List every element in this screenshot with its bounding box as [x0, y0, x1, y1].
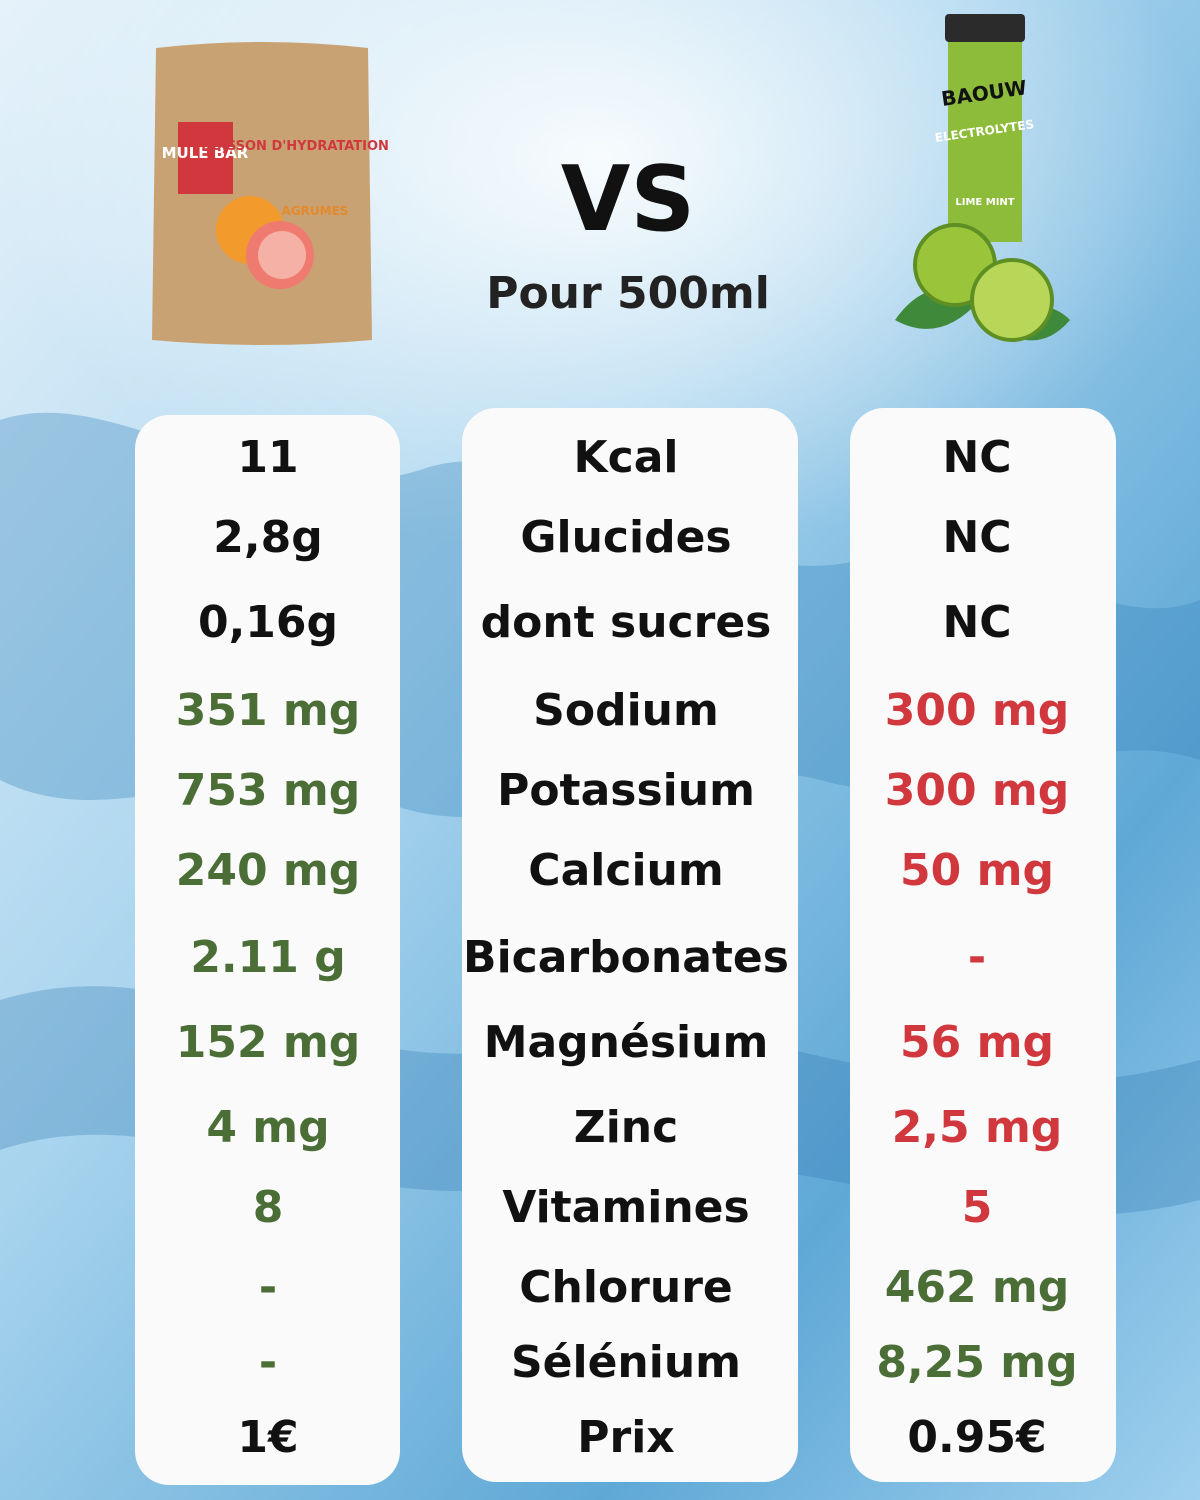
left-value: 152 mg: [176, 1017, 361, 1068]
left-value: -: [259, 1262, 277, 1313]
left-value: 11: [237, 432, 298, 483]
right-value: 56 mg: [900, 1017, 1054, 1068]
right-value: NC: [942, 597, 1011, 648]
right-value: 300 mg: [885, 685, 1070, 736]
pouch: [152, 42, 372, 345]
row-label: Prix: [577, 1412, 674, 1463]
row-label: Magnésium: [484, 1017, 769, 1068]
row-label: dont sucres: [481, 597, 772, 648]
title: VS: [561, 147, 695, 252]
right-value: 50 mg: [900, 845, 1054, 896]
left-value: 4 mg: [206, 1102, 329, 1153]
right-value: -: [968, 932, 986, 983]
row-label: Sodium: [533, 685, 719, 736]
row-label: Potassium: [497, 765, 755, 816]
right-value: 2,5 mg: [892, 1102, 1063, 1153]
brand-badge: [178, 122, 233, 194]
right-value: NC: [942, 512, 1011, 563]
flavor: AGRUMES: [282, 204, 349, 218]
right-value: 5: [962, 1182, 993, 1233]
tube-cap: [945, 14, 1025, 42]
left-value: 8: [253, 1182, 284, 1233]
row-label: Chlorure: [519, 1262, 733, 1313]
left-value: 240 mg: [176, 845, 361, 896]
right-value: 0.95€: [907, 1412, 1046, 1463]
rows: 11 Kcal NC 2,8g Glucides NC 0,16g dont sucres NC…: [176, 432, 1078, 1463]
grapefruit-inner: [258, 231, 306, 279]
brand: MULE BAR: [162, 144, 249, 162]
row-label: Vitamines: [502, 1182, 749, 1233]
row-label: Zinc: [574, 1102, 678, 1153]
row-label: Kcal: [574, 432, 679, 483]
product-name: BOISSON D'HYDRATATION: [201, 139, 389, 154]
right-value: 8,25 mg: [876, 1337, 1077, 1388]
right-card: [850, 408, 1116, 1482]
row-label: Sélénium: [511, 1337, 741, 1388]
left-value: 2.11 g: [190, 932, 345, 983]
middle-card: [462, 408, 798, 1482]
right-value: 300 mg: [885, 765, 1070, 816]
left-value: 753 mg: [176, 765, 361, 816]
flavor: LIME MINT: [955, 197, 1014, 208]
right-value: 462 mg: [885, 1262, 1070, 1313]
row-label: Calcium: [528, 845, 723, 896]
product-right: BAOUW ELECTROLYTES LIME MINT: [895, 14, 1070, 342]
tube: [948, 42, 1022, 242]
row-label: Glucides: [520, 512, 731, 563]
left-value: 351 mg: [176, 685, 361, 736]
subtitle: Pour 500ml: [486, 268, 770, 319]
left-value: -: [259, 1337, 277, 1388]
right-value: NC: [942, 432, 1011, 483]
product-left: MULE BAR BOISSON D'HYDRATATION AGRUMES: [152, 42, 389, 345]
left-card: [135, 415, 400, 1485]
row-label: Bicarbonates: [463, 932, 789, 983]
left-value: 2,8g: [213, 512, 322, 563]
left-value: 0,16g: [198, 597, 338, 648]
lime: [970, 258, 1054, 342]
left-value: 1€: [237, 1412, 298, 1463]
